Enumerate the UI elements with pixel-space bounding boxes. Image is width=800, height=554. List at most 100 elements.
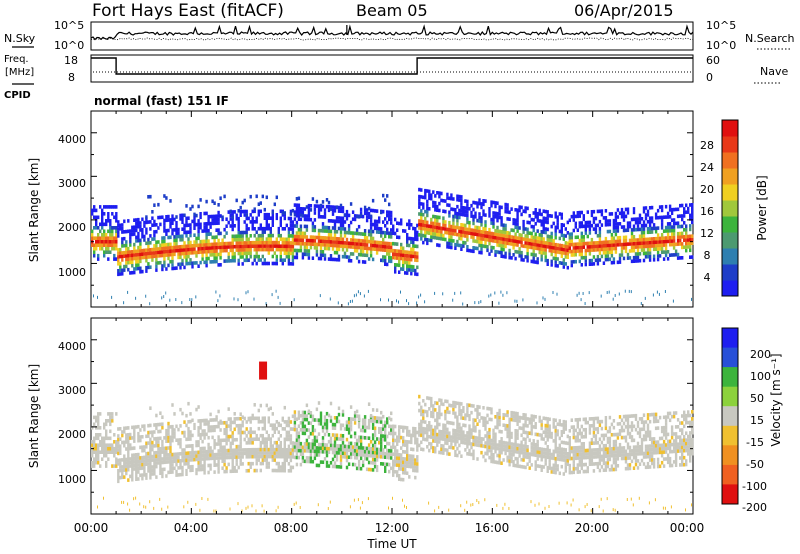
velocity-cell (422, 437, 425, 441)
power-cell (145, 258, 148, 263)
power-cell (153, 203, 156, 207)
power-cell (568, 239, 571, 243)
velocity-cell (373, 426, 377, 431)
power-cell (195, 295, 197, 299)
power-cell (237, 216, 240, 221)
power-cell (480, 233, 483, 238)
velocity-cell (241, 462, 244, 466)
power-cell (213, 201, 216, 205)
velocity-cell (325, 464, 329, 468)
power-cell (500, 216, 503, 220)
velocity-cell (93, 422, 96, 427)
power-cell (313, 242, 317, 247)
power-cell (588, 220, 592, 225)
power-cell (133, 249, 136, 254)
power-cell (596, 244, 600, 248)
power-cell (317, 235, 321, 240)
velocity-cell (223, 438, 226, 442)
velocity-cell (165, 435, 168, 440)
power-cell (578, 210, 581, 215)
power-cell (283, 247, 286, 252)
power-cell (436, 232, 439, 237)
power-cell (540, 243, 543, 248)
velocity-cell (113, 450, 116, 454)
velocity-cell (404, 460, 407, 465)
velocity-cell (428, 407, 431, 411)
power-cell (287, 255, 291, 259)
power-cell (157, 261, 160, 265)
power-cell (683, 207, 686, 211)
velocity-cell (139, 438, 142, 443)
power-cell (185, 251, 188, 256)
power-cell (490, 249, 493, 253)
velocity-cell (191, 454, 194, 459)
power-cell (171, 252, 174, 257)
velocity-cell (161, 425, 164, 430)
velocity-cell (177, 438, 180, 442)
velocity-cell (363, 449, 367, 454)
velocity-cell (133, 432, 136, 436)
velocity-cell (111, 450, 114, 454)
power-cell (406, 267, 409, 272)
power-cell (363, 229, 367, 233)
power-cell (375, 219, 379, 224)
power-cell (203, 222, 206, 226)
velocity-cell (422, 409, 425, 414)
power-cell (265, 247, 268, 252)
power-cell (107, 229, 110, 234)
power-cell (281, 213, 284, 217)
power-cell (534, 232, 537, 236)
power-cell (359, 292, 361, 296)
velocity-cell (357, 452, 361, 457)
power-cell (534, 260, 537, 264)
power-cell (135, 296, 137, 300)
velocity-cell (319, 411, 323, 416)
velocity-cell (349, 452, 353, 456)
velocity-cell (333, 464, 337, 469)
power-cell (137, 259, 140, 264)
power-cell (572, 228, 575, 233)
power-cell (412, 251, 415, 255)
velocity-cell (373, 464, 377, 469)
power-cell (636, 255, 640, 260)
freq-unit: [MHz] (5, 67, 34, 78)
power-cell (438, 191, 441, 195)
power-cell (384, 244, 387, 249)
power-cell (586, 210, 589, 214)
power-cell (369, 214, 373, 219)
power-cell (472, 235, 475, 240)
power-cell (532, 242, 535, 247)
velocity-cell (442, 426, 445, 431)
power-cell (279, 220, 282, 224)
velocity-cell (341, 437, 345, 442)
velocity-cell (97, 422, 100, 427)
power-cell (163, 253, 166, 258)
power-cell (165, 232, 168, 236)
power-cell (311, 242, 315, 246)
power-cell (608, 219, 612, 223)
power-cell (418, 205, 421, 209)
power-cell (95, 239, 98, 244)
power-cell (404, 260, 407, 265)
power-cell (203, 239, 206, 244)
power-cell (679, 242, 682, 246)
power-cell (237, 262, 240, 266)
velocity-cell (125, 440, 128, 444)
velocity-cell (123, 468, 126, 472)
power-cell (169, 245, 172, 250)
power-cell (428, 224, 431, 228)
power-cell (127, 267, 130, 272)
power-cell (205, 225, 208, 230)
power-cell (173, 217, 176, 222)
velocity-cell (446, 406, 449, 411)
power-cell (556, 292, 558, 296)
power-cell (650, 244, 654, 248)
velocity-cell (205, 422, 208, 426)
velocity-cell (452, 439, 455, 443)
velocity-cell (233, 455, 236, 459)
velocity-cell (432, 414, 435, 419)
velocity-cell (325, 446, 329, 451)
power-cell (540, 240, 543, 244)
power-cell (245, 255, 248, 259)
